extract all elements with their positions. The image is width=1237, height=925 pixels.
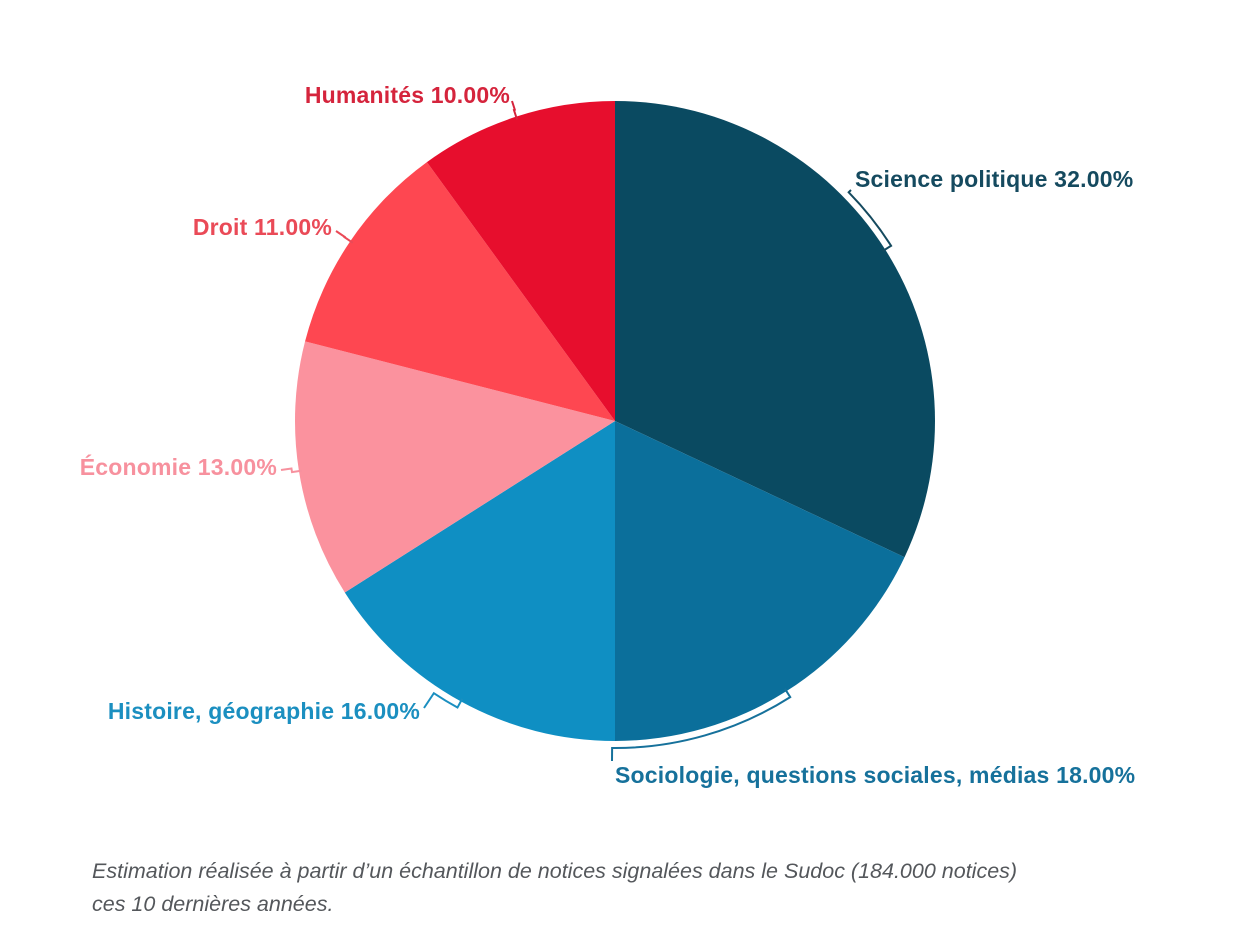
pie-slice-histoire-geographie[interactable] (344, 421, 615, 741)
pie-slice-humanites[interactable] (426, 101, 615, 421)
leader-line-humanites (511, 100, 518, 120)
pie-slice-droit[interactable] (305, 162, 615, 421)
pie-slice-sociologie[interactable] (615, 421, 905, 741)
pie-slice-science-politique[interactable] (615, 101, 936, 558)
caption-line-2: ces 10 dernières années. (92, 892, 334, 916)
caption-line-1: Estimation réalisée à partir d’un échant… (92, 859, 1018, 883)
leader-line-sociologie (611, 688, 792, 762)
leader-line-economie (280, 467, 303, 474)
slice-label-droit: Droit 11.00% (192, 214, 332, 240)
leader-line-droit (335, 230, 354, 244)
slice-label-sociologie: Sociologie, questions sociales, médias 1… (615, 762, 1136, 788)
slice-label-science-politique: Science politique 32.00% (855, 166, 1134, 192)
leader-line-science-politique (847, 189, 893, 252)
chart-caption: Estimation réalisée à partir d’un échant… (92, 855, 1017, 921)
slice-label-histoire-geographie: Histoire, géographie 16.00% (107, 698, 420, 724)
leader-line-histoire-geographie (423, 691, 464, 709)
slice-label-humanites: Humanités 10.00% (304, 82, 510, 108)
pie-slice-economie[interactable] (295, 341, 615, 593)
slice-label-economie: Économie 13.00% (79, 454, 277, 480)
